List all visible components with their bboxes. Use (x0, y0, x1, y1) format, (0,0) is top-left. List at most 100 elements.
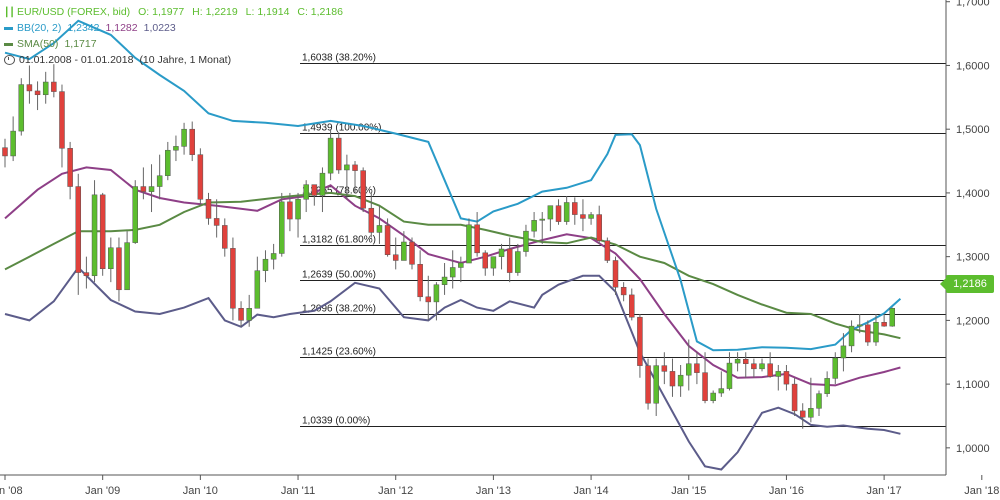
candle (18, 78, 25, 136)
candle-body-up (42, 81, 49, 96)
legend-sma: SMA(50) 1,1717 (4, 36, 343, 52)
candle (588, 212, 594, 225)
legend-bb: BB(20, 2) 1,2342 1,1282 1,0223 (4, 20, 343, 36)
candle-body-down (360, 170, 366, 209)
candle (140, 167, 147, 200)
candle (319, 167, 326, 213)
candle-body-up (808, 408, 814, 418)
candle-body-up (490, 256, 497, 269)
candle (726, 352, 733, 391)
candle (99, 192, 106, 276)
x-tick-label: Jan '17 (867, 485, 902, 497)
candle (474, 212, 480, 257)
x-tick-label: Jan '18 (964, 485, 999, 497)
candle-body-down (213, 218, 220, 226)
candle (165, 141, 171, 181)
candle (580, 199, 586, 232)
open-label: O: (138, 6, 150, 18)
candle (856, 314, 863, 334)
candle (816, 390, 822, 416)
candle (523, 224, 529, 257)
candle (482, 250, 489, 276)
candle (881, 314, 887, 327)
candle (181, 122, 187, 155)
bb-name: BB(20, 2) (17, 22, 62, 34)
candle (734, 352, 741, 372)
legend-instrument-text: EUR/USD (FOREX, bid) O: 1,1977 H: 1,2219… (17, 4, 343, 20)
candle-body-up (262, 258, 269, 271)
candle-body-up (270, 253, 277, 260)
candle-body-up (295, 199, 301, 220)
candle-body-down (620, 286, 627, 296)
close-value: 1,2186 (310, 6, 343, 18)
candle-body-down (580, 214, 586, 219)
candle (67, 141, 73, 200)
bb-lower-line-path (4, 265, 901, 471)
sma-line (4, 191, 901, 340)
fib-label: 1,2096 (38.20%) (302, 304, 376, 315)
bb-mid-line (4, 166, 901, 387)
candle-body-up (873, 322, 879, 343)
candle-body-up (327, 137, 334, 174)
candle (759, 358, 765, 372)
candle (661, 352, 668, 385)
candle (2, 138, 8, 168)
candle-body-up (376, 225, 383, 233)
y-axis: 1,0000 1,1000 1,2000 1,3000 1,4000 1,5000 1,60… (946, 0, 990, 455)
candle-body-down (2, 147, 8, 157)
candle (425, 275, 432, 321)
candle (718, 371, 725, 397)
candle-body-down (637, 316, 643, 366)
candle (34, 81, 41, 111)
legend-range: 01.01.2008 - 01.01.2018 (10 Jahre, 1 Mon… (4, 52, 343, 68)
candle (303, 180, 309, 213)
candle (262, 250, 269, 283)
close-label: C: (297, 6, 308, 18)
low-value: 1,1914 (257, 6, 290, 18)
candle-body-up (588, 214, 594, 219)
candle (702, 352, 708, 404)
candle-body-up (515, 251, 521, 273)
candle-body-down (799, 410, 806, 418)
candle-body-up (759, 363, 765, 370)
fib-label: 1,2639 (50.00%) (302, 270, 376, 281)
y-tick-label: 1,7000 (956, 0, 990, 9)
candle (205, 192, 212, 225)
candle (783, 364, 790, 391)
bb-upper-line-path (4, 19, 902, 352)
bb-line-swatch (4, 26, 13, 30)
candle-body-up (10, 130, 16, 157)
x-tick-label: Jan '16 (769, 485, 804, 497)
candlestick-icon: ┃┃ (4, 7, 15, 17)
open-value: 1,1977 (152, 6, 185, 18)
candle-body-down (767, 363, 773, 377)
candle-body-down (189, 128, 195, 155)
x-tick-label: Jan '08 (0, 485, 23, 497)
candle-body-down (881, 322, 887, 327)
instrument-name: EUR/USD (FOREX, bid) (17, 6, 131, 18)
fib-label: 1,3182 (61.80%) (302, 235, 376, 246)
candle-body-up (726, 362, 733, 389)
candle (848, 320, 855, 353)
candle (108, 237, 114, 283)
fib-label: 1,1425 (23.60%) (302, 347, 376, 358)
candle (547, 205, 554, 232)
candle-body-down (59, 91, 65, 149)
candle (506, 237, 513, 283)
candle (629, 288, 635, 321)
candle-body-down (205, 199, 212, 219)
candle (799, 403, 806, 429)
candle-body-down (791, 383, 798, 412)
bb-lower-line (4, 265, 901, 471)
last-price-label: 1,2186 (940, 275, 994, 293)
candle-body-up (124, 242, 130, 291)
sma-line-path (4, 191, 901, 340)
candle-body-down (392, 254, 399, 261)
candle (222, 218, 228, 257)
candle-body-up (319, 172, 326, 196)
candle (83, 256, 90, 289)
candle-body-down (865, 324, 871, 343)
candle (620, 282, 627, 302)
candle-body-up (498, 248, 505, 257)
